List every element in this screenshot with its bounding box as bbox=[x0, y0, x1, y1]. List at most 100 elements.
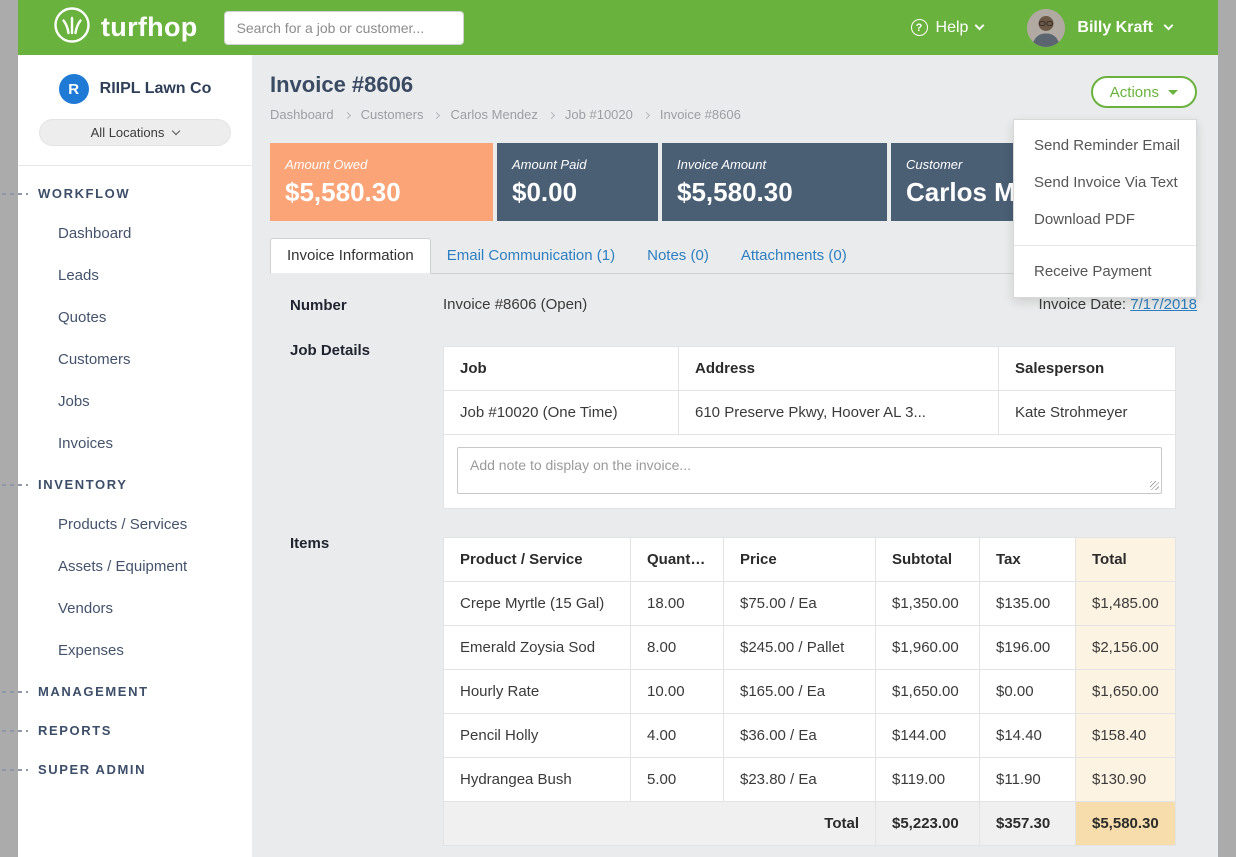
breadcrumb-dashboard[interactable]: Dashboard bbox=[270, 107, 334, 122]
sidebar-section-workflow[interactable]: WORKFLOW bbox=[2, 174, 252, 213]
stat-label: Invoice Amount bbox=[677, 157, 767, 172]
sidebar-section-inventory[interactable]: INVENTORY bbox=[2, 465, 252, 504]
breadcrumb-customers[interactable]: Customers bbox=[360, 107, 424, 122]
item-tax: $11.90 bbox=[979, 757, 1076, 802]
turfhop-grass-icon bbox=[52, 5, 92, 50]
item-product: Emerald Zoysia Sod bbox=[443, 625, 631, 670]
tab-invoice-information[interactable]: Invoice Information bbox=[270, 238, 431, 274]
page-title: Invoice #8606 bbox=[270, 72, 414, 97]
invoice-date-link[interactable]: 7/17/2018 bbox=[1130, 296, 1197, 313]
item-tax: $0.00 bbox=[979, 669, 1076, 714]
job-header-job: Job bbox=[443, 346, 679, 391]
item-subtotal: $1,350.00 bbox=[875, 581, 980, 626]
brand-name: turfhop bbox=[101, 12, 198, 42]
stat-label: Amount Owed bbox=[285, 157, 368, 172]
items-header-product: Product / Service bbox=[443, 537, 631, 582]
breadcrumb: Dashboard Customers Carlos Mendez Job #1… bbox=[270, 107, 1197, 122]
tab-email-communication[interactable]: Email Communication (1) bbox=[446, 247, 616, 264]
sidebar-item-quotes[interactable]: Quotes bbox=[58, 309, 107, 326]
menu-item-send-reminder-email[interactable]: Send Reminder Email bbox=[1034, 137, 1180, 154]
item-product: Pencil Holly bbox=[443, 713, 631, 758]
item-subtotal: $1,960.00 bbox=[875, 625, 980, 670]
job-details-label: Job Details bbox=[290, 342, 371, 359]
total-grand: $5,580.30 bbox=[1075, 801, 1176, 846]
item-price: $23.80 / Ea bbox=[723, 757, 876, 802]
navbar-right: ? Help Billy Kraft bbox=[910, 8, 1174, 47]
item-tax: $14.40 bbox=[979, 713, 1076, 758]
total-tax: $357.30 bbox=[979, 801, 1076, 846]
items-header-price: Price bbox=[723, 537, 876, 582]
item-total: $130.90 bbox=[1075, 757, 1176, 802]
help-icon: ? bbox=[910, 19, 928, 36]
invoice-number-value: Invoice #8606 (Open) bbox=[443, 296, 588, 313]
item-quantity: 5.00 bbox=[630, 757, 724, 802]
tab-attachments[interactable]: Attachments (0) bbox=[740, 247, 847, 264]
company-header: R RIIPL Lawn Co bbox=[18, 55, 252, 104]
sidebar-divider bbox=[18, 165, 252, 166]
breadcrumb-separator-icon bbox=[547, 111, 555, 119]
item-price: $75.00 / Ea bbox=[723, 581, 876, 626]
brand-logo[interactable]: turfhop bbox=[52, 5, 198, 50]
help-menu[interactable]: ? Help bbox=[910, 19, 985, 37]
item-row: Crepe Myrtle (15 Gal) 18.00 $75.00 / Ea … bbox=[443, 581, 1176, 626]
sidebar-item-assets-equipment[interactable]: Assets / Equipment bbox=[58, 558, 188, 575]
stat-card-invoice-amount: Invoice Amount $5,580.30 bbox=[662, 143, 887, 221]
breadcrumb-customer-name[interactable]: Carlos Mendez bbox=[450, 107, 538, 122]
tab-bar: Invoice Information Email Communication … bbox=[270, 238, 1197, 274]
items-label: Items bbox=[290, 535, 330, 552]
breadcrumb-invoice[interactable]: Invoice #8606 bbox=[659, 107, 741, 122]
breadcrumb-job[interactable]: Job #10020 bbox=[564, 107, 633, 122]
resize-grip-icon[interactable] bbox=[1150, 481, 1159, 490]
actions-button[interactable]: Actions bbox=[1090, 76, 1197, 108]
sidebar-item-dashboard[interactable]: Dashboard bbox=[58, 225, 132, 242]
item-subtotal: $1,650.00 bbox=[875, 669, 980, 714]
sidebar-item-products-services[interactable]: Products / Services bbox=[58, 516, 188, 533]
sidebar-item-invoices[interactable]: Invoices bbox=[58, 435, 114, 452]
section-dashes-icon bbox=[2, 690, 28, 693]
job-header-salesperson: Salesperson bbox=[998, 346, 1176, 391]
items-total-row: Total $5,223.00 $357.30 $5,580.30 bbox=[443, 801, 1176, 846]
item-price: $165.00 / Ea bbox=[723, 669, 876, 714]
sidebar-item-jobs[interactable]: Jobs bbox=[58, 393, 90, 410]
stat-card-amount-owed: Amount Owed $5,580.30 bbox=[270, 143, 493, 221]
items-table: Product / Service Quantity Price Subtota… bbox=[443, 537, 1176, 846]
sidebar-nav: WORKFLOW Dashboard Leads Quotes Customer… bbox=[2, 166, 252, 789]
invoice-number-row: Number Invoice #8606 (Open) Invoice Date… bbox=[270, 296, 1197, 314]
item-quantity: 4.00 bbox=[630, 713, 724, 758]
item-tax: $196.00 bbox=[979, 625, 1076, 670]
menu-item-download-pdf[interactable]: Download PDF bbox=[1034, 211, 1135, 228]
item-quantity: 8.00 bbox=[630, 625, 724, 670]
item-product: Hydrangea Bush bbox=[443, 757, 631, 802]
job-table-row: Job #10020 (One Time) 610 Preserve Pkwy,… bbox=[443, 390, 1176, 435]
chevron-down-icon bbox=[1163, 20, 1174, 31]
user-name: Billy Kraft bbox=[1077, 18, 1153, 36]
sidebar-section-management[interactable]: MANAGEMENT bbox=[2, 672, 252, 711]
search-input[interactable] bbox=[223, 10, 464, 45]
sidebar-section-reports[interactable]: REPORTS bbox=[2, 711, 252, 750]
section-dashes-icon bbox=[2, 768, 28, 771]
job-details-row: Job Details Job Address Salesperson Job … bbox=[270, 341, 1197, 509]
location-selector[interactable]: All Locations bbox=[39, 119, 231, 146]
tab-notes[interactable]: Notes (0) bbox=[647, 247, 709, 264]
section-dashes-icon bbox=[2, 483, 28, 486]
stat-card-amount-paid: Amount Paid $0.00 bbox=[497, 143, 658, 221]
job-details-table: Job Address Salesperson Job #10020 (One … bbox=[443, 346, 1176, 509]
sidebar-item-vendors[interactable]: Vendors bbox=[58, 600, 114, 617]
actions-dropdown-menu: Send Reminder Email Send Invoice Via Tex… bbox=[1013, 119, 1197, 298]
item-price: $245.00 / Pallet bbox=[723, 625, 876, 670]
menu-item-send-invoice-via-text[interactable]: Send Invoice Via Text bbox=[1034, 174, 1178, 191]
sidebar-item-expenses[interactable]: Expenses bbox=[58, 642, 124, 659]
item-quantity: 18.00 bbox=[630, 581, 724, 626]
menu-divider bbox=[1014, 245, 1196, 246]
stat-label: Customer bbox=[906, 157, 963, 172]
item-quantity: 10.00 bbox=[630, 669, 724, 714]
item-subtotal: $144.00 bbox=[875, 713, 980, 758]
invoice-note-input[interactable] bbox=[457, 447, 1162, 494]
sidebar-item-customers[interactable]: Customers bbox=[58, 351, 131, 368]
company-name: RIIPL Lawn Co bbox=[99, 80, 212, 97]
sidebar-item-leads[interactable]: Leads bbox=[58, 267, 99, 284]
menu-item-receive-payment[interactable]: Receive Payment bbox=[1034, 263, 1152, 280]
sidebar-section-super-admin[interactable]: SUPER ADMIN bbox=[2, 750, 252, 789]
user-menu[interactable]: Billy Kraft bbox=[1027, 8, 1174, 47]
